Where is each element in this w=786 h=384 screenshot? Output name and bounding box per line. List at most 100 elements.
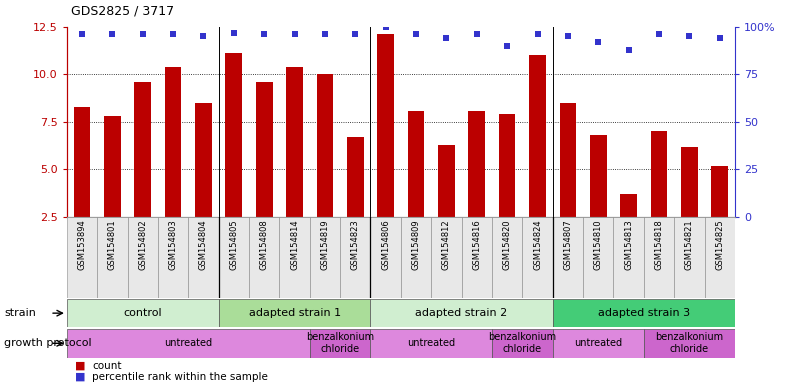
Bar: [553, 217, 583, 298]
Text: GSM154819: GSM154819: [321, 219, 329, 270]
Point: [562, 33, 575, 40]
Text: GSM154809: GSM154809: [412, 219, 421, 270]
Text: GSM154816: GSM154816: [472, 219, 481, 270]
Bar: [74, 107, 90, 217]
Text: GSM154803: GSM154803: [169, 219, 178, 270]
Bar: [67, 217, 97, 298]
Bar: [279, 217, 310, 298]
Point: [714, 35, 726, 41]
Text: GSM154812: GSM154812: [442, 219, 451, 270]
Text: GSM154806: GSM154806: [381, 219, 390, 270]
Bar: [553, 329, 644, 358]
Bar: [347, 137, 364, 217]
Text: count: count: [92, 361, 122, 371]
Text: adapted strain 1: adapted strain 1: [248, 308, 340, 318]
Bar: [286, 67, 303, 217]
Text: GSM154821: GSM154821: [685, 219, 694, 270]
Text: adapted strain 3: adapted strain 3: [597, 308, 690, 318]
Bar: [370, 299, 553, 327]
Bar: [310, 329, 370, 358]
Text: GSM154805: GSM154805: [230, 219, 238, 270]
Text: percentile rank within the sample: percentile rank within the sample: [92, 372, 268, 382]
Bar: [104, 116, 121, 217]
Text: GSM154820: GSM154820: [503, 219, 512, 270]
Bar: [620, 194, 637, 217]
Text: GSM153894: GSM153894: [78, 219, 86, 270]
Bar: [226, 53, 242, 217]
Text: GSM154808: GSM154808: [259, 219, 269, 270]
Bar: [134, 82, 151, 217]
Bar: [377, 35, 394, 217]
Bar: [370, 217, 401, 298]
Bar: [711, 166, 728, 217]
Bar: [590, 135, 607, 217]
Bar: [704, 217, 735, 298]
Point: [380, 24, 392, 30]
Bar: [613, 217, 644, 298]
Bar: [408, 111, 424, 217]
Text: GSM154802: GSM154802: [138, 219, 147, 270]
Point: [652, 31, 665, 38]
Bar: [127, 217, 158, 298]
Bar: [310, 217, 340, 298]
Bar: [370, 329, 492, 358]
Bar: [340, 217, 370, 298]
Text: ■: ■: [75, 361, 85, 371]
Bar: [401, 217, 432, 298]
Text: benzalkonium
chloride: benzalkonium chloride: [306, 333, 374, 354]
Point: [501, 43, 513, 49]
Bar: [256, 82, 273, 217]
Text: GSM154801: GSM154801: [108, 219, 117, 270]
Text: untreated: untreated: [407, 338, 455, 348]
Bar: [523, 217, 553, 298]
Point: [592, 39, 604, 45]
Bar: [583, 217, 613, 298]
Bar: [189, 217, 219, 298]
Bar: [644, 217, 674, 298]
Text: GDS2825 / 3717: GDS2825 / 3717: [71, 4, 174, 17]
Text: GSM154823: GSM154823: [351, 219, 360, 270]
Point: [410, 31, 422, 38]
Text: GSM154824: GSM154824: [533, 219, 542, 270]
Bar: [560, 103, 576, 217]
Bar: [158, 217, 189, 298]
Text: untreated: untreated: [164, 338, 212, 348]
Bar: [67, 299, 219, 327]
Text: GSM154825: GSM154825: [715, 219, 724, 270]
Point: [197, 33, 210, 40]
Text: GSM154807: GSM154807: [564, 219, 572, 270]
Point: [228, 30, 241, 36]
Text: adapted strain 2: adapted strain 2: [416, 308, 508, 318]
Bar: [97, 217, 127, 298]
Point: [440, 35, 453, 41]
Bar: [165, 67, 182, 217]
Point: [75, 31, 88, 38]
Text: GSM154813: GSM154813: [624, 219, 633, 270]
Bar: [438, 145, 455, 217]
Point: [288, 31, 301, 38]
Bar: [492, 217, 523, 298]
Bar: [317, 74, 333, 217]
Bar: [67, 329, 310, 358]
Text: control: control: [123, 308, 162, 318]
Text: growth protocol: growth protocol: [4, 338, 91, 348]
Point: [167, 31, 179, 38]
Bar: [432, 217, 461, 298]
Bar: [529, 55, 545, 217]
Bar: [644, 329, 735, 358]
Bar: [674, 217, 704, 298]
Bar: [219, 299, 370, 327]
Bar: [681, 147, 698, 217]
Point: [137, 31, 149, 38]
Bar: [461, 217, 492, 298]
Text: ■: ■: [75, 372, 85, 382]
Point: [683, 33, 696, 40]
Bar: [219, 217, 249, 298]
Point: [471, 31, 483, 38]
Bar: [195, 103, 211, 217]
Bar: [651, 131, 667, 217]
Text: benzalkonium
chloride: benzalkonium chloride: [656, 333, 723, 354]
Bar: [492, 329, 553, 358]
Point: [318, 31, 331, 38]
Point: [623, 46, 635, 53]
